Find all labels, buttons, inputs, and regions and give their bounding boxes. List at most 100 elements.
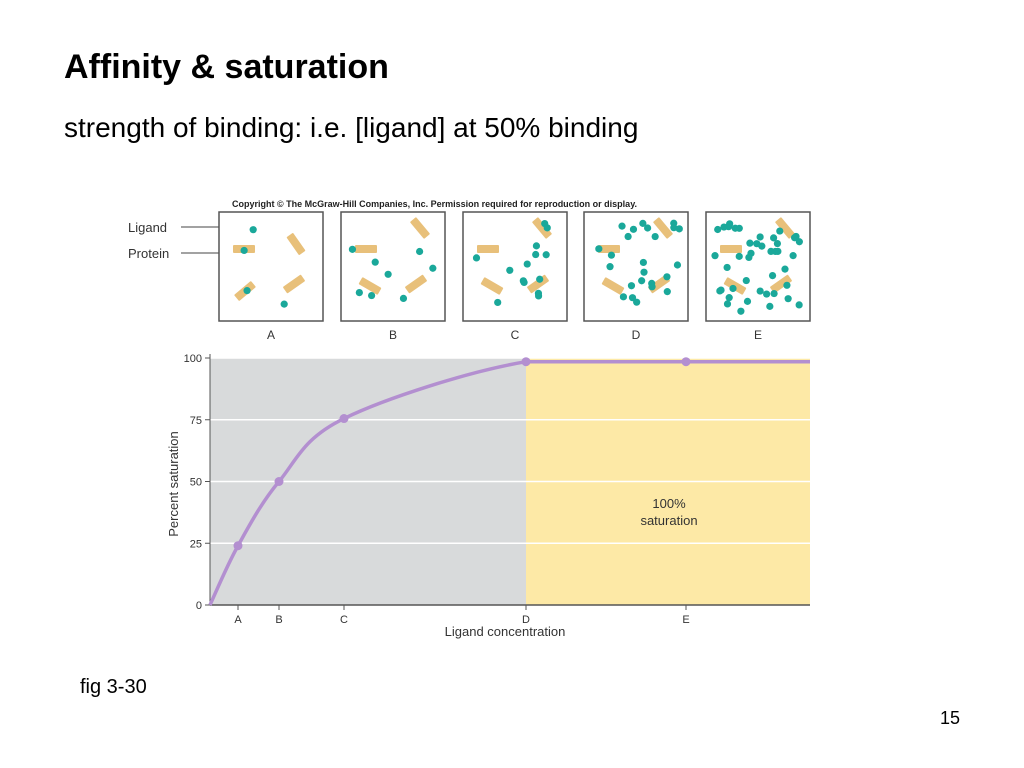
x-tick-label: C	[340, 614, 348, 626]
ligand-dot	[711, 252, 719, 260]
ligand-dot	[639, 219, 647, 227]
ligand-dot	[756, 287, 764, 295]
ligand-dot	[627, 282, 636, 290]
page-number: 15	[940, 708, 961, 728]
ligand-dot	[723, 263, 731, 272]
panel-b	[340, 211, 446, 322]
ligand-dot	[249, 226, 257, 234]
protein-block	[480, 277, 504, 295]
protein-block	[527, 274, 549, 294]
legend-ligand-label: Ligand	[128, 220, 167, 235]
ligand-dot	[725, 294, 733, 302]
protein-block	[405, 274, 427, 294]
copyright-notice: Copyright © The McGraw-Hill Companies, I…	[232, 199, 637, 209]
saturation-annotation: 100%	[652, 496, 686, 511]
ligand-dot	[355, 288, 363, 297]
ligand-dot	[766, 302, 774, 310]
protein-block	[286, 233, 306, 255]
y-tick-label: 0	[196, 600, 202, 612]
protein-block	[355, 245, 377, 253]
ligand-dot	[607, 251, 616, 259]
ligand-dot	[543, 224, 551, 232]
ligand-dot	[240, 246, 248, 255]
saturation-chart: 0 25 50 75 100 A B C D E Ligand concentration Perce…	[166, 353, 810, 639]
ligand-dot	[506, 266, 514, 274]
saturation-annotation: saturation	[640, 513, 697, 528]
ligand-dot	[795, 301, 803, 309]
protein-block	[598, 245, 620, 253]
ligand-dot	[743, 297, 752, 305]
ligand-dot	[776, 227, 784, 235]
ligand-dot	[532, 250, 540, 259]
panel-a	[218, 211, 324, 322]
ligand-dot	[520, 278, 528, 287]
protein-block	[477, 245, 499, 253]
data-point-c	[339, 414, 349, 424]
ligand-dot	[784, 295, 792, 303]
ligand-dot	[348, 245, 357, 253]
ligand-dot	[639, 258, 647, 267]
ligand-dot	[384, 270, 392, 278]
ligand-dot	[763, 290, 771, 298]
data-point-d	[521, 357, 531, 367]
ligand-dot	[735, 252, 743, 260]
ligand-dot	[651, 232, 659, 241]
ligand-dot	[644, 224, 652, 232]
ligand-dot	[670, 224, 678, 232]
legend-protein-label: Protein	[128, 246, 169, 261]
ligand-dot	[606, 263, 614, 271]
ligand-dot	[536, 275, 544, 283]
ligand-dot	[628, 294, 637, 302]
protein-block	[410, 217, 430, 239]
data-point-e	[681, 357, 691, 367]
data-point-a	[233, 541, 243, 551]
ligand-dot	[789, 252, 797, 260]
ligand-dot	[768, 272, 777, 280]
ligand-dot	[542, 251, 550, 259]
ligand-dot	[532, 242, 541, 250]
slide-subtitle: strength of binding: i.e. [ligand] at 50…	[64, 112, 639, 143]
protein-block	[720, 245, 742, 253]
ligand-dot	[618, 222, 626, 230]
ligand-dot	[673, 261, 682, 269]
panel-c	[462, 211, 568, 322]
ligand-dot	[472, 254, 481, 262]
ligand-dot	[534, 292, 543, 300]
y-tick-label: 100	[184, 353, 202, 365]
panel-label: D	[632, 328, 641, 342]
x-tick-label: B	[275, 614, 282, 626]
figure-caption: fig 3-30	[80, 676, 147, 698]
slide-title: Affinity & saturation	[64, 48, 389, 86]
ligand-dot	[726, 220, 734, 228]
ligand-dot	[746, 239, 754, 247]
y-axis-title: Percent saturation	[166, 431, 181, 537]
ligand-dot	[280, 300, 288, 308]
ligand-dot	[494, 298, 502, 307]
y-tick-label: 50	[190, 477, 202, 489]
ligand-dot	[745, 253, 753, 262]
ligand-dot	[640, 268, 648, 276]
protein-block	[775, 217, 795, 239]
ligand-dot	[523, 260, 531, 268]
ligand-dot	[624, 232, 632, 241]
ligand-dot	[714, 225, 722, 234]
ligand-dot	[770, 289, 778, 298]
ligand-dot	[771, 247, 780, 256]
binding-panels: A B C D E	[218, 211, 811, 342]
x-tick-label: D	[522, 614, 530, 626]
protein-block	[601, 277, 625, 295]
ligand-dot	[663, 288, 671, 296]
ligand-dot	[619, 293, 628, 301]
x-tick-label: E	[682, 614, 689, 626]
ligand-dot	[781, 265, 789, 273]
x-axis-title: Ligand concentration	[445, 624, 566, 639]
ligand-dot	[783, 281, 791, 289]
ligand-dot	[729, 284, 737, 293]
ligand-dot	[648, 279, 656, 287]
panel-label: C	[511, 328, 520, 342]
ligand-dot	[720, 223, 728, 231]
ligand-dot	[756, 233, 764, 241]
x-tick-label: A	[234, 614, 242, 626]
ligand-dot	[243, 287, 251, 295]
